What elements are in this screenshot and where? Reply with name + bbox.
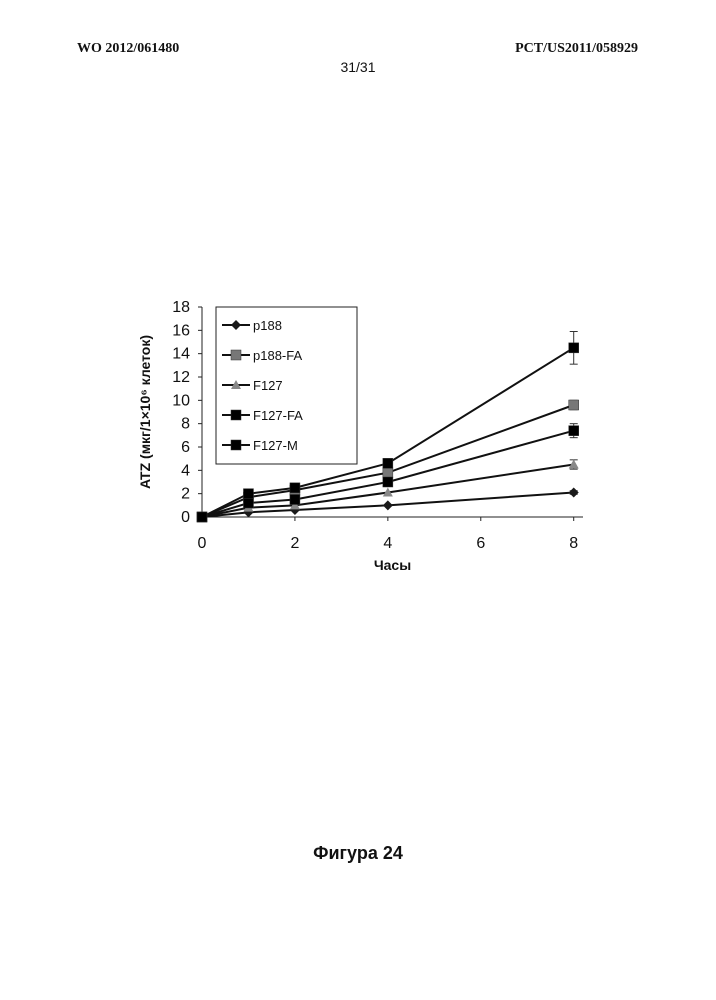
figure-caption: Фигура 24 bbox=[0, 843, 716, 864]
data-point bbox=[569, 426, 579, 436]
x-tick-label: 0 bbox=[198, 535, 207, 552]
y-tick-label: 18 bbox=[172, 299, 190, 316]
data-point bbox=[569, 400, 579, 410]
y-tick-label: 8 bbox=[181, 416, 190, 433]
x-tick-label: 4 bbox=[383, 535, 392, 552]
y-tick-label: 4 bbox=[181, 462, 190, 479]
x-axis-title: Часы bbox=[374, 557, 411, 573]
data-point bbox=[243, 489, 253, 499]
legend-marker bbox=[231, 350, 241, 360]
x-tick-label: 2 bbox=[290, 535, 299, 552]
data-point bbox=[569, 343, 579, 353]
y-tick-label: 2 bbox=[181, 486, 190, 503]
data-point bbox=[290, 495, 300, 505]
y-tick-label: 6 bbox=[181, 439, 190, 456]
data-point bbox=[197, 512, 207, 522]
data-point bbox=[290, 483, 300, 493]
legend-label: p188 bbox=[253, 318, 282, 333]
y-tick-label: 14 bbox=[172, 346, 190, 363]
legend-label: p188-FA bbox=[253, 348, 302, 363]
legend-marker bbox=[231, 440, 241, 450]
legend-marker bbox=[231, 410, 241, 420]
y-tick-label: 12 bbox=[172, 369, 190, 386]
x-tick-label: 8 bbox=[569, 535, 578, 552]
data-point bbox=[569, 488, 579, 498]
y-tick-label: 16 bbox=[172, 322, 190, 339]
y-axis-title: ATZ (мкг/1×10⁶ клеток) bbox=[137, 335, 153, 489]
y-tick-label: 0 bbox=[181, 509, 190, 526]
data-point bbox=[243, 498, 253, 508]
legend-label: F127 bbox=[253, 378, 283, 393]
data-point bbox=[383, 458, 393, 468]
x-tick-label: 6 bbox=[476, 535, 485, 552]
y-tick-label: 10 bbox=[172, 392, 190, 409]
data-point bbox=[383, 468, 393, 478]
data-point bbox=[569, 460, 579, 469]
data-point bbox=[383, 477, 393, 487]
data-point bbox=[383, 500, 393, 510]
chart-legend: p188 p188-FA F127 F127-FA F127-M bbox=[216, 307, 357, 464]
legend-label: F127-M bbox=[253, 438, 298, 453]
legend-label: F127-FA bbox=[253, 408, 303, 423]
